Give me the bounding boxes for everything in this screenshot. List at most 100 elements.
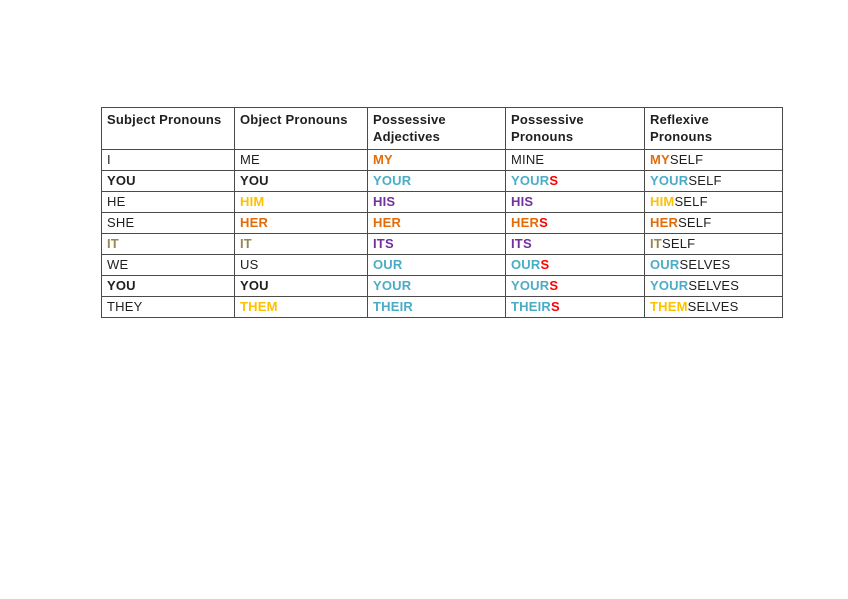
pronoun-cell: HIMSELF [644, 191, 783, 213]
pronoun-segment: YOU [240, 173, 269, 188]
pronoun-segment: HER [511, 215, 540, 230]
pronoun-segment: I [107, 152, 111, 167]
pronoun-segment: IT [107, 236, 119, 251]
pronoun-segment: OUR [650, 257, 680, 272]
table-body: I ME MY MINE MYSELF YOU YOU YOUR YOURS YOURSELF HE… [101, 149, 783, 318]
pronoun-segment: S [551, 299, 560, 314]
pronoun-cell: YOUR [367, 275, 506, 297]
pronoun-segment: US [240, 257, 259, 272]
pronoun-segment: HER [373, 215, 402, 230]
pronoun-cell: YOURS [505, 170, 645, 192]
pronoun-segment: HER [240, 215, 269, 230]
pronoun-segment: ITS [373, 236, 394, 251]
pronoun-segment: SELVES [687, 299, 739, 314]
pronoun-cell: I [101, 149, 235, 171]
pronoun-segment: THEM [650, 299, 688, 314]
pronoun-cell: HERSELF [644, 212, 783, 234]
pronoun-segment: ME [240, 152, 260, 167]
pronoun-cell: THEY [101, 296, 235, 318]
pronoun-cell: OUR [367, 254, 506, 276]
pronoun-segment: MINE [511, 152, 545, 167]
pronoun-cell: WE [101, 254, 235, 276]
pronoun-segment: SELF [674, 194, 708, 209]
pronoun-cell: US [234, 254, 368, 276]
pronoun-cell: ME [234, 149, 368, 171]
header-reflexive-pronouns: Reflexive Pronouns [644, 107, 783, 150]
pronoun-segment: THEIR [511, 299, 551, 314]
pronoun-cell: OURS [505, 254, 645, 276]
pronoun-segment: YOUR [650, 173, 689, 188]
pronoun-segment: HIM [240, 194, 265, 209]
pronoun-cell: HERS [505, 212, 645, 234]
pronoun-cell: YOUR [367, 170, 506, 192]
table-row: SHE HER HER HERS HERSELF [101, 212, 783, 234]
pronoun-segment: SELF [678, 215, 712, 230]
pronoun-segment: SELVES [679, 257, 731, 272]
pronoun-segment: IT [240, 236, 252, 251]
pronoun-cell: HIS [367, 191, 506, 213]
pronoun-segment: OUR [511, 257, 541, 272]
table-row: IT IT ITS ITS ITSELF [101, 233, 783, 255]
pronoun-cell: YOU [234, 275, 368, 297]
pronoun-cell: HE [101, 191, 235, 213]
table-row: WE US OUR OURS OURSELVES [101, 254, 783, 276]
pronoun-cell: YOU [234, 170, 368, 192]
pronoun-cell: THEM [234, 296, 368, 318]
pronoun-segment: YOU [240, 278, 269, 293]
pronoun-segment: HIS [511, 194, 534, 209]
pronoun-segment: YOUR [511, 173, 550, 188]
pronoun-cell: THEIR [367, 296, 506, 318]
pronoun-segment: SELF [688, 173, 722, 188]
pronoun-segment: THEM [240, 299, 278, 314]
pronoun-segment: MY [373, 152, 393, 167]
pronoun-segment: YOU [107, 278, 136, 293]
pronoun-segment: WE [107, 257, 129, 272]
header-row: Subject Pronouns Object Pronouns Possess… [101, 107, 783, 150]
pronoun-segment: MY [650, 152, 670, 167]
pronoun-table: Subject Pronouns Object Pronouns Possess… [101, 107, 783, 318]
pronoun-segment: S [549, 278, 559, 293]
pronoun-cell: YOURS [505, 275, 645, 297]
header-possessive-pronouns: Possessive Pronouns [505, 107, 645, 150]
pronoun-segment: HE [107, 194, 126, 209]
pronoun-segment: HER [650, 215, 679, 230]
header-subject-pronouns: Subject Pronouns [101, 107, 235, 150]
pronoun-segment: YOUR [650, 278, 689, 293]
pronoun-segment: OUR [373, 257, 403, 272]
pronoun-cell: YOURSELVES [644, 275, 783, 297]
pronoun-segment: THEY [107, 299, 143, 314]
pronoun-segment: ITS [511, 236, 532, 251]
pronoun-cell: ITS [505, 233, 645, 255]
pronoun-cell: YOURSELF [644, 170, 783, 192]
pronoun-cell: MY [367, 149, 506, 171]
pronoun-cell: OURSELVES [644, 254, 783, 276]
pronoun-segment: YOUR [373, 278, 412, 293]
pronoun-segment: SHE [107, 215, 135, 230]
pronoun-segment: SELF [669, 152, 704, 167]
table-row: YOU YOU YOUR YOURS YOURSELF [101, 170, 783, 192]
pronoun-cell: HER [234, 212, 368, 234]
pronoun-cell: YOU [101, 275, 235, 297]
pronoun-cell: THEIRS [505, 296, 645, 318]
pronoun-cell: HIS [505, 191, 645, 213]
header-possessive-adjectives: Possessive Adjectives [367, 107, 506, 150]
pronoun-segment: S [539, 215, 548, 230]
pronoun-segment: YOUR [511, 278, 550, 293]
table-row: THEY THEM THEIR THEIRS THEMSELVES [101, 296, 783, 318]
pronoun-cell: HIM [234, 191, 368, 213]
table-row: YOU YOU YOUR YOURS YOURSELVES [101, 275, 783, 297]
pronoun-segment: YOU [107, 173, 136, 188]
pronoun-segment: SELF [661, 236, 696, 251]
pronoun-segment: SELVES [688, 278, 740, 293]
pronoun-cell: IT [101, 233, 235, 255]
pronoun-segment: S [549, 173, 559, 188]
pronoun-segment: HIM [650, 194, 675, 209]
pronoun-segment: S [540, 257, 550, 272]
pronoun-cell: MYSELF [644, 149, 783, 171]
pronoun-cell: SHE [101, 212, 235, 234]
pronoun-segment: IT [650, 236, 662, 251]
pronoun-cell: IT [234, 233, 368, 255]
pronoun-cell: MINE [505, 149, 645, 171]
pronoun-segment: THEIR [373, 299, 413, 314]
